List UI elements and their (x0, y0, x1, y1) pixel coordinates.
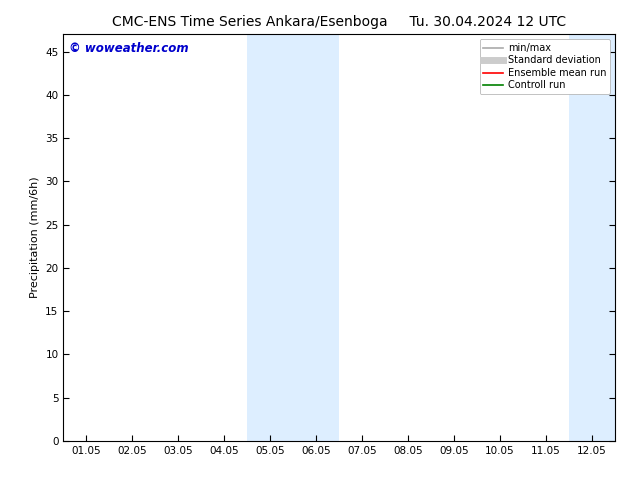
Legend: min/max, Standard deviation, Ensemble mean run, Controll run: min/max, Standard deviation, Ensemble me… (479, 39, 610, 94)
Bar (247, 34, 293, 441)
Title: CMC-ENS Time Series Ankara/Esenboga     Tu. 30.04.2024 12 UTC: CMC-ENS Time Series Ankara/Esenboga Tu. … (112, 15, 566, 29)
Bar (615, 34, 634, 441)
Bar (293, 34, 339, 441)
Bar (569, 34, 615, 441)
Text: © woweather.com: © woweather.com (69, 43, 188, 55)
Y-axis label: Precipitation (mm/6h): Precipitation (mm/6h) (30, 177, 40, 298)
